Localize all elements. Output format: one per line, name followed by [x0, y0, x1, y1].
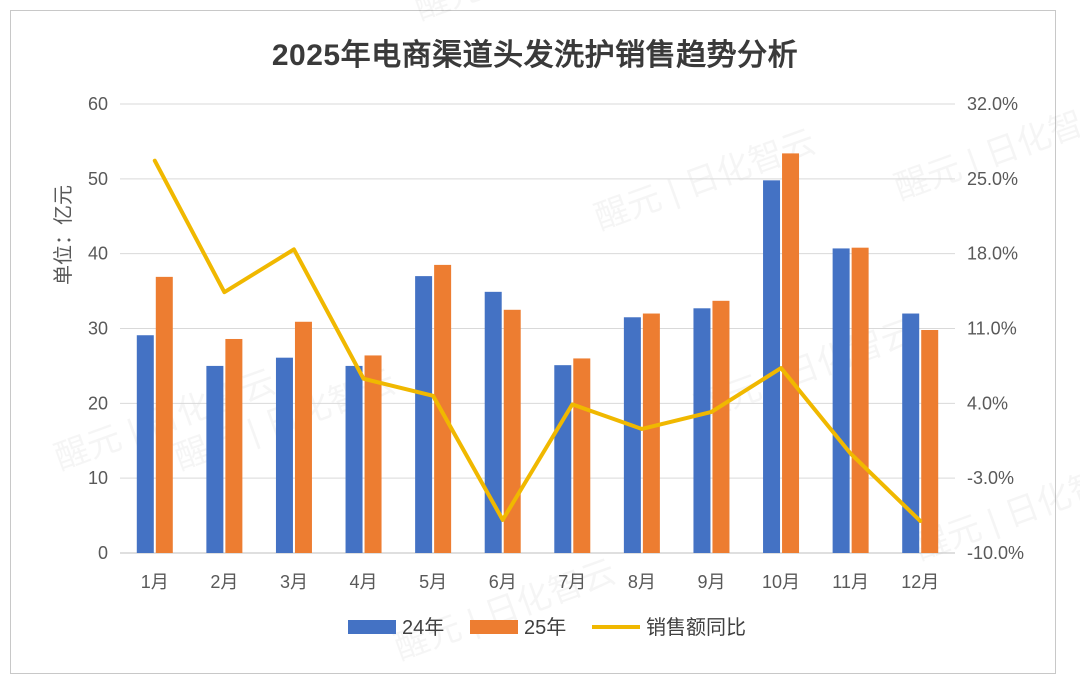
legend-label-24年: 24年 — [402, 616, 444, 639]
point-销售额同比-3月 — [292, 247, 296, 251]
x-tick-2月: 2月 — [210, 572, 238, 592]
y-tick-20: 20 — [88, 393, 108, 413]
line-销售额同比 — [152, 158, 923, 523]
bar-25年-9月 — [712, 300, 730, 553]
y-tick-40: 40 — [88, 244, 108, 264]
x-tick-7月: 7月 — [558, 572, 586, 592]
x-tick-12月: 12月 — [901, 572, 939, 592]
bar-24年-10月 — [763, 180, 781, 553]
point-销售额同比-9月 — [709, 410, 713, 414]
x-tick-9月: 9月 — [697, 572, 725, 592]
bar-25年-2月 — [225, 338, 243, 553]
bar-24年-6月 — [484, 291, 502, 553]
point-销售额同比-4月 — [362, 377, 366, 381]
legend-swatch-25年 — [470, 620, 518, 634]
bar-25年-11月 — [851, 247, 869, 553]
bar-24年-2月 — [206, 365, 224, 553]
y-tick-30: 30 — [88, 319, 108, 339]
x-tick-1月: 1月 — [141, 572, 169, 592]
x-tick-6月: 6月 — [489, 572, 517, 592]
bar-24年-3月 — [275, 357, 293, 553]
legend-label-25年: 25年 — [524, 616, 566, 639]
bar-24年-4月 — [345, 365, 363, 553]
legend: 24年 25年 销售额同比 — [348, 616, 746, 639]
point-销售额同比-12月 — [918, 519, 922, 523]
point-销售额同比-10月 — [779, 366, 783, 370]
x-tick-3月: 3月 — [280, 572, 308, 592]
watermark-text-5: 醒元 | 日化智云 — [390, 553, 621, 668]
y2-tick-2: 4.0% — [967, 393, 1008, 413]
chart-frame — [10, 10, 1056, 674]
bar-24年-11月 — [832, 248, 850, 553]
x-axis-ticks: 1月 2月 3月 4月 5月 6月 7月 8月 9月 10月 11月 12月 — [141, 572, 939, 592]
bar-24年-1月 — [136, 335, 154, 553]
point-销售额同比-11月 — [849, 452, 853, 456]
bar-25年-3月 — [294, 321, 312, 553]
bar-25年-4月 — [364, 355, 382, 553]
y-tick-10: 10 — [88, 468, 108, 488]
y2-tick-6: 32.0% — [967, 94, 1018, 114]
bar-24年-5月 — [415, 276, 433, 553]
bar-24年-12月 — [902, 313, 920, 553]
y2-tick-3: 11.0% — [967, 319, 1017, 339]
point-销售额同比-7月 — [570, 402, 574, 406]
bar-25年-7月 — [573, 358, 591, 553]
bar-24年-7月 — [554, 365, 572, 553]
bar-24年-8月 — [623, 317, 641, 553]
yoy-line — [152, 158, 923, 523]
bar-24年-9月 — [693, 308, 711, 553]
bar-25年-6月 — [503, 309, 521, 553]
bar-25年-1月 — [155, 276, 173, 553]
x-tick-8月: 8月 — [628, 572, 656, 592]
point-销售额同比-5月 — [431, 394, 435, 398]
point-销售额同比-6月 — [501, 518, 505, 522]
x-tick-4月: 4月 — [350, 572, 378, 592]
bars — [136, 153, 939, 553]
y2-tick-1: -3.0% — [967, 468, 1014, 488]
point-销售额同比-1月 — [153, 159, 157, 163]
point-销售额同比-8月 — [640, 427, 644, 431]
right-axis-ticks: -10.0% -3.0% 4.0% 11.0% 18.0% 25.0% 32.0% — [967, 94, 1024, 563]
bar-25年-10月 — [782, 153, 800, 553]
y2-tick-4: 18.0% — [967, 244, 1018, 264]
left-axis-ticks: 0 10 20 30 40 50 60 — [88, 94, 108, 563]
x-tick-10月: 10月 — [762, 572, 800, 592]
y-tick-60: 60 — [88, 94, 108, 114]
y-axis-label: 单位：亿元 — [52, 185, 75, 285]
bar-25年-8月 — [642, 313, 660, 553]
y-tick-0: 0 — [98, 543, 108, 563]
gridlines — [120, 103, 955, 554]
legend-swatch-24年 — [348, 620, 396, 634]
x-tick-11月: 11月 — [832, 572, 869, 592]
y2-tick-0: -10.0% — [967, 543, 1024, 563]
y2-tick-5: 25.0% — [967, 169, 1018, 189]
bar-25年-12月 — [921, 329, 939, 553]
y-tick-50: 50 — [88, 169, 108, 189]
point-销售额同比-2月 — [222, 290, 226, 294]
x-tick-5月: 5月 — [419, 572, 447, 592]
watermark-text-0: 醒元 | 日化智云 — [410, 0, 641, 28]
legend-label-销售额同比: 销售额同比 — [646, 616, 746, 639]
chart-title: 2025年电商渠道头发洗护销售趋势分析 — [271, 39, 799, 72]
